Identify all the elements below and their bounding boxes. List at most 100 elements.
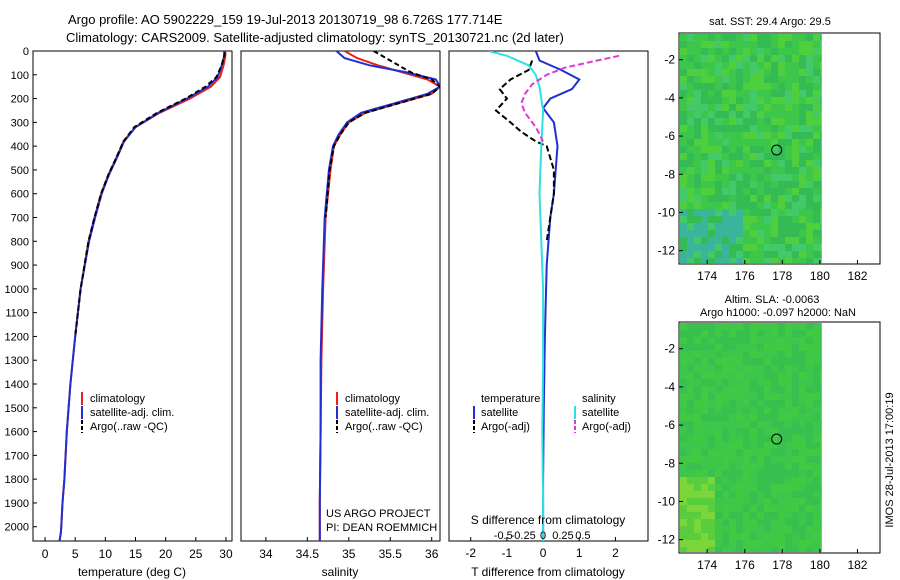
map-cell <box>715 139 722 146</box>
pi-label: PI: DEAN ROEMMICH <box>326 522 437 534</box>
map-cell <box>743 421 750 428</box>
map-cell <box>680 484 687 491</box>
map-cell <box>736 372 743 379</box>
map-cell <box>701 181 708 188</box>
map-cell <box>708 181 715 188</box>
map-cell <box>701 167 708 174</box>
legend-label-argo: Argo(..raw -QC) <box>90 421 168 433</box>
map-cell <box>708 379 715 386</box>
map-cell <box>792 456 799 463</box>
map-cell <box>715 48 722 55</box>
map-y-tick-label: -2 <box>664 53 675 67</box>
map-cell <box>680 435 687 442</box>
map-cell <box>778 237 785 244</box>
map-cell <box>722 237 729 244</box>
map-cell <box>764 216 771 223</box>
map-cell <box>687 344 694 351</box>
map-cell <box>799 209 806 216</box>
map-cell <box>694 323 701 330</box>
map-cell <box>715 365 722 372</box>
map-cell <box>729 386 736 393</box>
map-cell <box>722 470 729 477</box>
map-cell <box>708 209 715 216</box>
map-cell <box>687 421 694 428</box>
map-cell <box>806 498 813 505</box>
map-cell <box>764 547 771 552</box>
map-x-tick-label: 176 <box>735 269 755 283</box>
map-cell <box>722 104 729 111</box>
map-cell <box>750 153 757 160</box>
map-cell <box>701 386 708 393</box>
map-cell <box>792 421 799 428</box>
depth-tick-label: 1300 <box>5 355 29 367</box>
map-cell <box>715 125 722 132</box>
map-cell <box>820 132 822 139</box>
depth-tick-label: 1700 <box>5 450 29 462</box>
map-cell <box>792 540 799 547</box>
map-cell <box>708 188 715 195</box>
map-cell <box>813 118 820 125</box>
map-y-tick-label: -10 <box>658 494 676 508</box>
map-cell <box>743 498 750 505</box>
map-cell <box>736 442 743 449</box>
map-cell <box>694 407 701 414</box>
map-cell <box>687 365 694 372</box>
map-cell <box>722 223 729 230</box>
map-cell <box>806 90 813 97</box>
map-cell <box>778 167 785 174</box>
map-cell <box>750 41 757 48</box>
map-cell <box>820 323 822 330</box>
map-cell <box>785 69 792 76</box>
map-cell <box>708 372 715 379</box>
map-cell <box>729 442 736 449</box>
map-cell <box>792 223 799 230</box>
map-cell <box>694 505 701 512</box>
map-cell <box>764 498 771 505</box>
map-cell <box>820 463 822 470</box>
map-cell <box>757 386 764 393</box>
map-cell <box>792 160 799 167</box>
map-cell <box>715 456 722 463</box>
map-x-tick-label: 174 <box>697 558 717 572</box>
map-x-tick-label: 178 <box>772 558 792 572</box>
map-cell <box>680 195 687 202</box>
map-cell <box>799 244 806 251</box>
map-cell <box>757 125 764 132</box>
map-cell <box>806 393 813 400</box>
map-cell <box>701 258 708 263</box>
map-cell <box>757 379 764 386</box>
map-cell <box>750 484 757 491</box>
map-cell <box>701 421 708 428</box>
map-y-tick-label: -6 <box>664 129 675 143</box>
map-cell <box>687 216 694 223</box>
map-cell <box>750 358 757 365</box>
map-cell <box>680 449 687 456</box>
depth-tick-label: 500 <box>11 165 29 177</box>
map-cell <box>785 393 792 400</box>
temperature-x-axis: 0 5 10 15 20 25 30 <box>42 537 233 561</box>
map-cell <box>701 90 708 97</box>
map-cell <box>820 337 822 344</box>
map-cell <box>729 41 736 48</box>
map-cell <box>771 188 778 195</box>
map-cell <box>729 62 736 69</box>
map-cell <box>813 55 820 62</box>
depth-tick-label: 1100 <box>5 308 29 320</box>
map-cell <box>785 76 792 83</box>
map-cell <box>715 400 722 407</box>
map-cell <box>813 351 820 358</box>
map-cell <box>680 118 687 125</box>
map-cell <box>708 547 715 552</box>
map-cell <box>743 125 750 132</box>
s-tick-label: -0.5 <box>494 530 513 542</box>
map-cell <box>687 244 694 251</box>
map-cell <box>694 160 701 167</box>
map-cell <box>806 526 813 533</box>
map-cell <box>813 379 820 386</box>
map-cell <box>764 62 771 69</box>
map-cell <box>764 160 771 167</box>
map-cell <box>687 104 694 111</box>
map-cell <box>743 132 750 139</box>
map-cell <box>715 449 722 456</box>
map-cell <box>778 442 785 449</box>
